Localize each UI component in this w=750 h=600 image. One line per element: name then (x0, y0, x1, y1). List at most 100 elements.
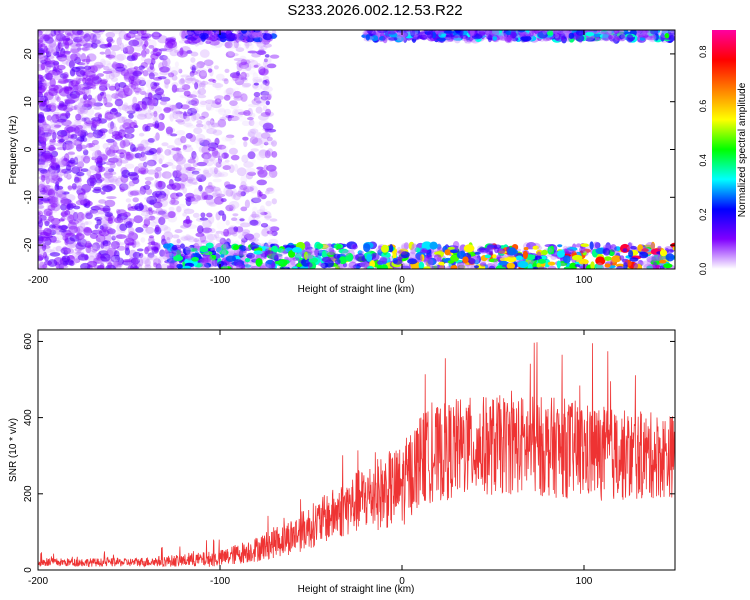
heatmap-cell (462, 256, 469, 264)
heatmap-cell (506, 262, 516, 269)
heatmap-cell (169, 253, 174, 259)
heatmap-cell (397, 30, 405, 36)
heatmap-cell (55, 164, 61, 173)
heatmap-cell (199, 70, 207, 77)
heatmap-cell (89, 74, 100, 81)
heatmap-cell (80, 35, 85, 40)
heatmap-cell (400, 243, 408, 251)
heatmap-cell (396, 36, 402, 41)
heatmap-cell (181, 179, 188, 185)
heatmap-cell (249, 136, 259, 144)
heatmap-cell (48, 87, 58, 97)
heatmap-cell (493, 259, 498, 268)
heatmap-cell (182, 146, 194, 153)
heatmap-cell (225, 220, 230, 226)
heatmap-cell (158, 48, 168, 52)
heatmap-cell (205, 188, 213, 196)
heatmap-cell (260, 97, 266, 104)
heatmap-cell (80, 238, 89, 246)
heatmap-cell (157, 256, 163, 265)
heatmap-cell (154, 242, 161, 248)
heatmap-cell (668, 30, 675, 34)
heatmap-cell (221, 145, 229, 152)
heatmap-cell (38, 187, 44, 192)
heatmap-cell (162, 73, 174, 82)
heatmap-cell (510, 30, 517, 39)
heatmap-cell (105, 31, 116, 39)
heatmap-cell (399, 33, 405, 42)
heatmap-cell (178, 203, 186, 208)
heatmap-cell (138, 65, 145, 70)
heatmap-cell (169, 105, 178, 110)
heatmap-cell (250, 148, 259, 152)
heatmap-cell (128, 226, 135, 236)
heatmap-cell (93, 106, 102, 110)
heatmap-cell (163, 226, 171, 234)
heatmap-cell (101, 173, 112, 177)
heatmap-cell (164, 162, 174, 167)
heatmap-cell (38, 259, 42, 266)
heatmap-cell (263, 43, 272, 48)
heatmap-cell (69, 68, 76, 77)
heatmap-cell (54, 228, 61, 235)
heatmap-cell (144, 125, 151, 132)
heatmap-cell (73, 140, 81, 144)
heatmap-cell (96, 218, 102, 226)
heatmap-cell (147, 109, 152, 113)
heatmap-cell (123, 102, 129, 109)
heatmap-cell (125, 151, 131, 156)
heatmap-cell (100, 241, 105, 249)
heatmap-cell (454, 30, 461, 34)
heatmap-cell (183, 235, 194, 241)
heatmap-cell (669, 30, 675, 34)
heatmap-cell (264, 216, 271, 221)
heatmap-cell (72, 211, 79, 221)
heatmap-cell (201, 227, 213, 233)
heatmap-cell (70, 47, 80, 54)
heatmap-cell (88, 142, 100, 152)
heatmap-cell (214, 98, 222, 105)
heatmap-cell (148, 39, 157, 48)
heatmap-cell (147, 92, 153, 101)
heatmap-cell (75, 90, 84, 96)
heatmap-cell (205, 120, 212, 126)
heatmap-cell (85, 107, 95, 117)
heatmap-cell (212, 100, 217, 104)
heatmap-cell (83, 149, 89, 156)
heatmap-cell (182, 181, 193, 187)
heatmap-cell (186, 50, 193, 54)
line-y-label: SNR (10 * v/v) (8, 418, 19, 482)
heatmap-cell (221, 152, 229, 159)
heatmap-cell (57, 57, 68, 61)
line-y-tick-label: 600 (23, 333, 34, 350)
heatmap-cell (84, 254, 89, 261)
heatmap-cell (75, 144, 83, 152)
heatmap-cell (49, 45, 54, 53)
heatmap-cell (241, 84, 250, 89)
heatmap-cell (130, 263, 138, 269)
heatmap-cell (542, 30, 548, 35)
heatmap-cell (182, 219, 192, 228)
heatmap-cell (209, 167, 219, 175)
heatmap-cell (104, 166, 112, 172)
heatmap-cell (172, 153, 184, 162)
heatmap-cell (68, 134, 74, 139)
heatmap-y-tick-label: -10 (23, 190, 34, 205)
heatmap-cell (48, 224, 56, 229)
heatmap-cell (163, 48, 173, 52)
heatmap-cell (247, 131, 255, 138)
heatmap-cell (167, 211, 176, 219)
heatmap-cell (252, 36, 263, 43)
heatmap-cell (219, 161, 231, 170)
heatmap-cell (179, 182, 186, 186)
heatmap-cell (453, 34, 461, 44)
heatmap-cell (38, 254, 45, 261)
heatmap-cell (602, 248, 611, 256)
heatmap-cell (178, 78, 186, 85)
heatmap-cell (189, 134, 196, 143)
heatmap-cell (69, 123, 77, 128)
heatmap-cell (378, 256, 390, 262)
heatmap-cell (182, 212, 188, 217)
heatmap-cell (135, 34, 142, 39)
